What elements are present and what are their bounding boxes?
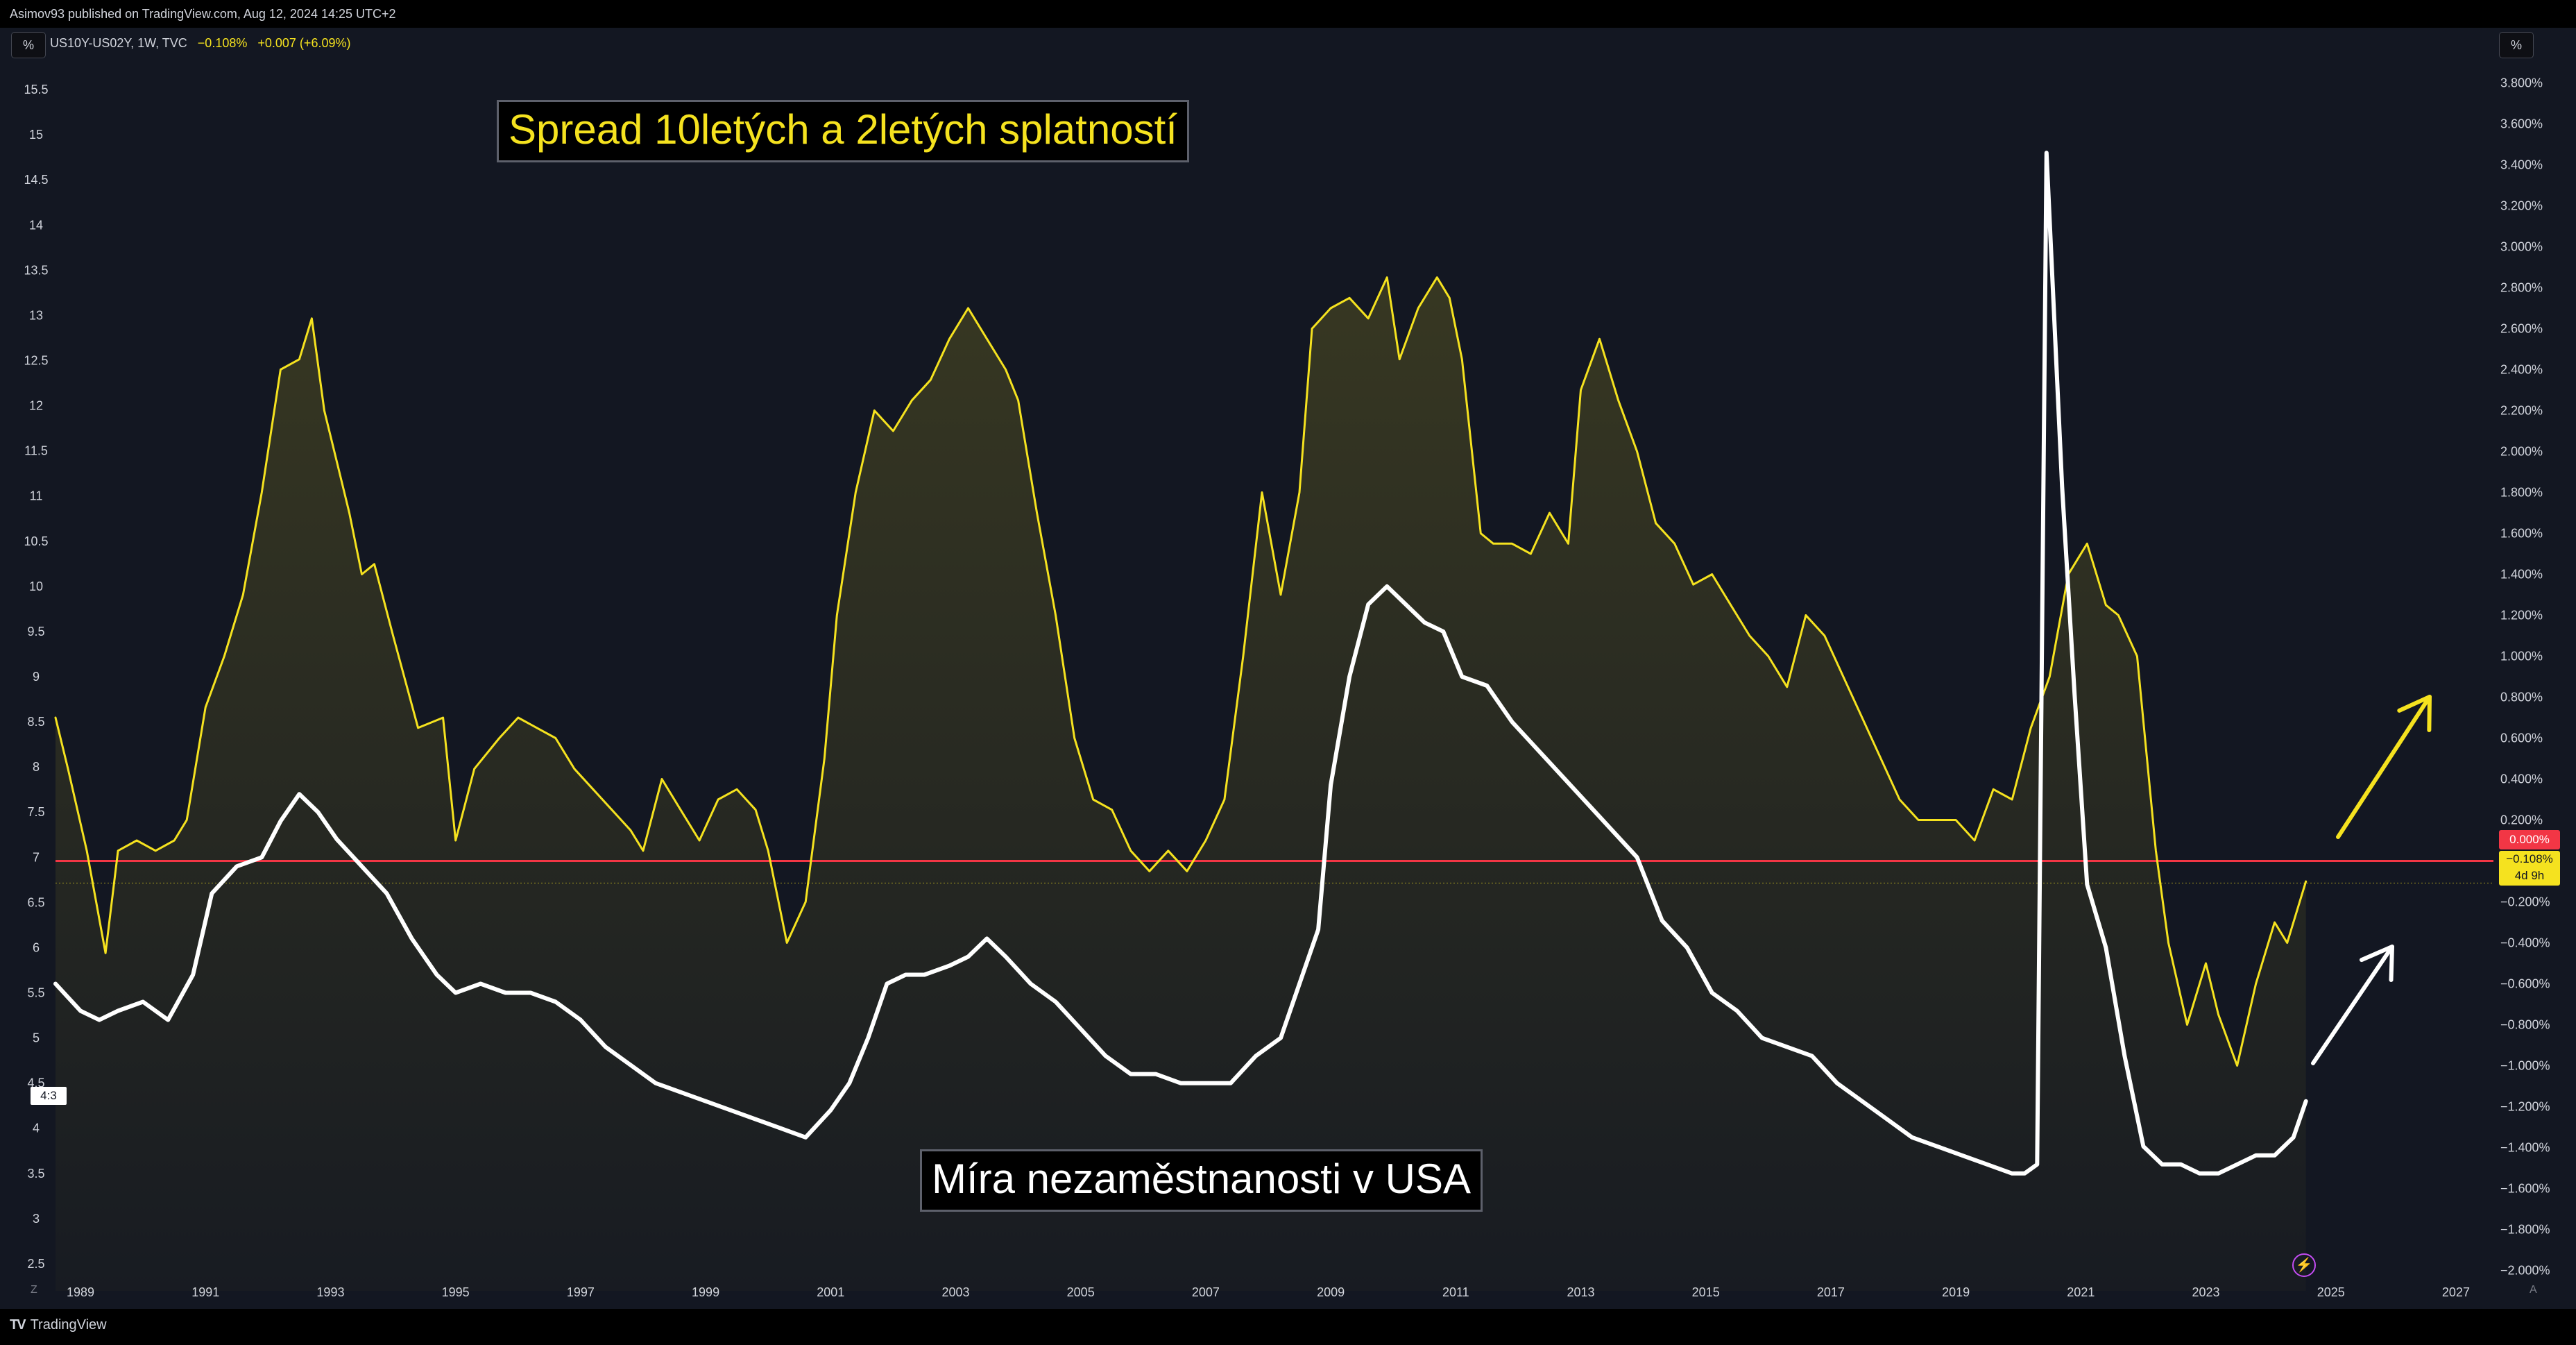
left-tick-label: 7.5: [27, 805, 44, 819]
right-tick-label: 3.800%: [2500, 76, 2543, 90]
published-caption: Asimov93 published on TradingView.com, A…: [10, 7, 396, 21]
right-tick-label: 0.400%: [2500, 772, 2543, 786]
corner-right-label[interactable]: A: [2530, 1284, 2537, 1296]
left-tick-label: 2.5: [27, 1257, 44, 1271]
right-tick-label: −1.000%: [2500, 1059, 2550, 1073]
corner-left-label[interactable]: Z: [31, 1284, 37, 1296]
right-tick-label: 2.400%: [2500, 363, 2543, 377]
left-tick-label: 4.5: [27, 1076, 44, 1090]
right-tick-label: −1.200%: [2500, 1100, 2550, 1114]
right-tick-label: 0.600%: [2500, 731, 2543, 745]
right-tick-label: 2.200%: [2500, 404, 2543, 418]
countdown-text: 4d 9h: [2514, 869, 2545, 882]
top-bar: [0, 0, 2576, 28]
right-tick-label: −0.200%: [2500, 895, 2550, 909]
symbol-legend[interactable]: US10Y-US02Y, 1W, TVC −0.108% +0.007 (+6.…: [50, 36, 350, 51]
unemployment-annotation[interactable]: Míra nezaměstnanosti v USA: [920, 1149, 1483, 1212]
left-tick-label: 14.5: [24, 173, 48, 187]
tradingview-logo-icon: TV: [10, 1317, 26, 1333]
left-tick-label: 7: [33, 850, 40, 864]
left-tick-label: 15.5: [24, 83, 48, 96]
unemployment-trend-arrow-head: [2359, 945, 2394, 982]
spread-area: [56, 277, 2306, 1292]
current-value-text: −0.108%: [2506, 852, 2553, 865]
tradingview-logo[interactable]: TV TradingView: [10, 1317, 107, 1333]
left-tick-label: 15: [29, 128, 43, 142]
right-tick-label: 1.600%: [2500, 527, 2543, 541]
left-axis: 15.5 15 14.5 14 13.5 13 12.5 12 11.5 11 10.5 10 9.5 9…: [24, 83, 48, 1271]
right-tick-label: −1.600%: [2500, 1182, 2550, 1196]
right-tick-label: −2.000%: [2500, 1264, 2550, 1278]
left-tick-label: 5.5: [27, 986, 44, 1000]
brand-name: TradingView: [30, 1317, 107, 1333]
left-tick-label: 6.5: [27, 895, 44, 909]
right-tick-label: 3.000%: [2500, 240, 2543, 254]
left-tick-label: 11.5: [24, 444, 48, 458]
left-tick-label: 12.5: [24, 353, 48, 367]
spread-trend-arrow-head: [2397, 695, 2432, 732]
right-tick-label: 1.200%: [2500, 609, 2543, 623]
unemployment-trend-arrow: [2311, 945, 2394, 1065]
right-tick-label: −0.600%: [2500, 977, 2550, 991]
left-tick-label: 8.5: [27, 715, 44, 729]
lightning-icon[interactable]: ⚡: [2292, 1253, 2316, 1277]
right-tick-label: 3.400%: [2500, 158, 2543, 172]
left-tick-label: 10.5: [24, 534, 48, 548]
right-tick-label: −0.800%: [2500, 1018, 2550, 1032]
right-tick-label: 2.600%: [2500, 322, 2543, 336]
right-tick-label: 0.200%: [2500, 813, 2543, 827]
spread-trend-arrow: [2336, 695, 2432, 839]
left-tick-label: 5: [33, 1031, 40, 1045]
right-tick-label: 2.800%: [2500, 281, 2543, 295]
right-unit-button[interactable]: %: [2499, 32, 2534, 58]
right-tick-label: 2.000%: [2500, 445, 2543, 459]
right-tick-label: 1.800%: [2500, 486, 2543, 500]
right-tick-label: 3.200%: [2500, 199, 2543, 213]
left-tick-label: 11: [30, 489, 43, 503]
left-tick-label: 4: [33, 1122, 40, 1135]
last-value: −0.108%: [197, 36, 248, 50]
unemployment-line: [53, 151, 2308, 1176]
current-value-label: −0.108% 4d 9h: [2499, 851, 2560, 886]
left-tick-label: 13: [29, 308, 43, 322]
ratio-badge: 4:3: [31, 1087, 67, 1105]
right-axis: 3.800% 3.600% 3.400% 3.200% 3.000% 2.800% 2.60…: [2500, 76, 2550, 1278]
left-tick-label: 13.5: [24, 263, 48, 277]
symbol-name[interactable]: US10Y-US02Y, 1W, TVC: [50, 36, 187, 50]
trend-arrows: [2311, 695, 2432, 1065]
x-tick-label: 2027: [2442, 1285, 2470, 1299]
right-tick-label: −0.400%: [2500, 936, 2550, 950]
right-tick-label: 1.400%: [2500, 568, 2543, 582]
left-unit-button[interactable]: %: [11, 32, 46, 58]
left-tick-label: 9.5: [27, 625, 44, 638]
left-tick-label: 8: [33, 760, 40, 774]
right-tick-label: −1.400%: [2500, 1141, 2550, 1155]
footer-bar: [0, 1309, 2576, 1345]
right-tick-label: 1.000%: [2500, 650, 2543, 663]
zero-line-label: 0.000%: [2499, 830, 2560, 849]
left-tick-label: 9: [33, 670, 40, 684]
left-tick-label: 6: [33, 940, 40, 954]
left-tick-label: 12: [29, 399, 43, 413]
change-value: +0.007 (+6.09%): [257, 36, 351, 50]
right-tick-label: 0.800%: [2500, 691, 2543, 704]
spread-line: [54, 276, 2308, 1067]
x-tick-label: 2025: [2317, 1285, 2345, 1299]
spread-annotation[interactable]: Spread 10letých a 2letých splatností: [497, 100, 1189, 162]
left-tick-label: 3.5: [27, 1167, 44, 1181]
left-tick-label: 3: [33, 1212, 40, 1226]
right-tick-label: −1.800%: [2500, 1223, 2550, 1237]
left-tick-label: 10: [29, 580, 43, 593]
left-tick-label: 14: [29, 218, 43, 232]
series-layer: [53, 151, 2493, 1292]
right-tick-label: 3.600%: [2500, 117, 2543, 131]
